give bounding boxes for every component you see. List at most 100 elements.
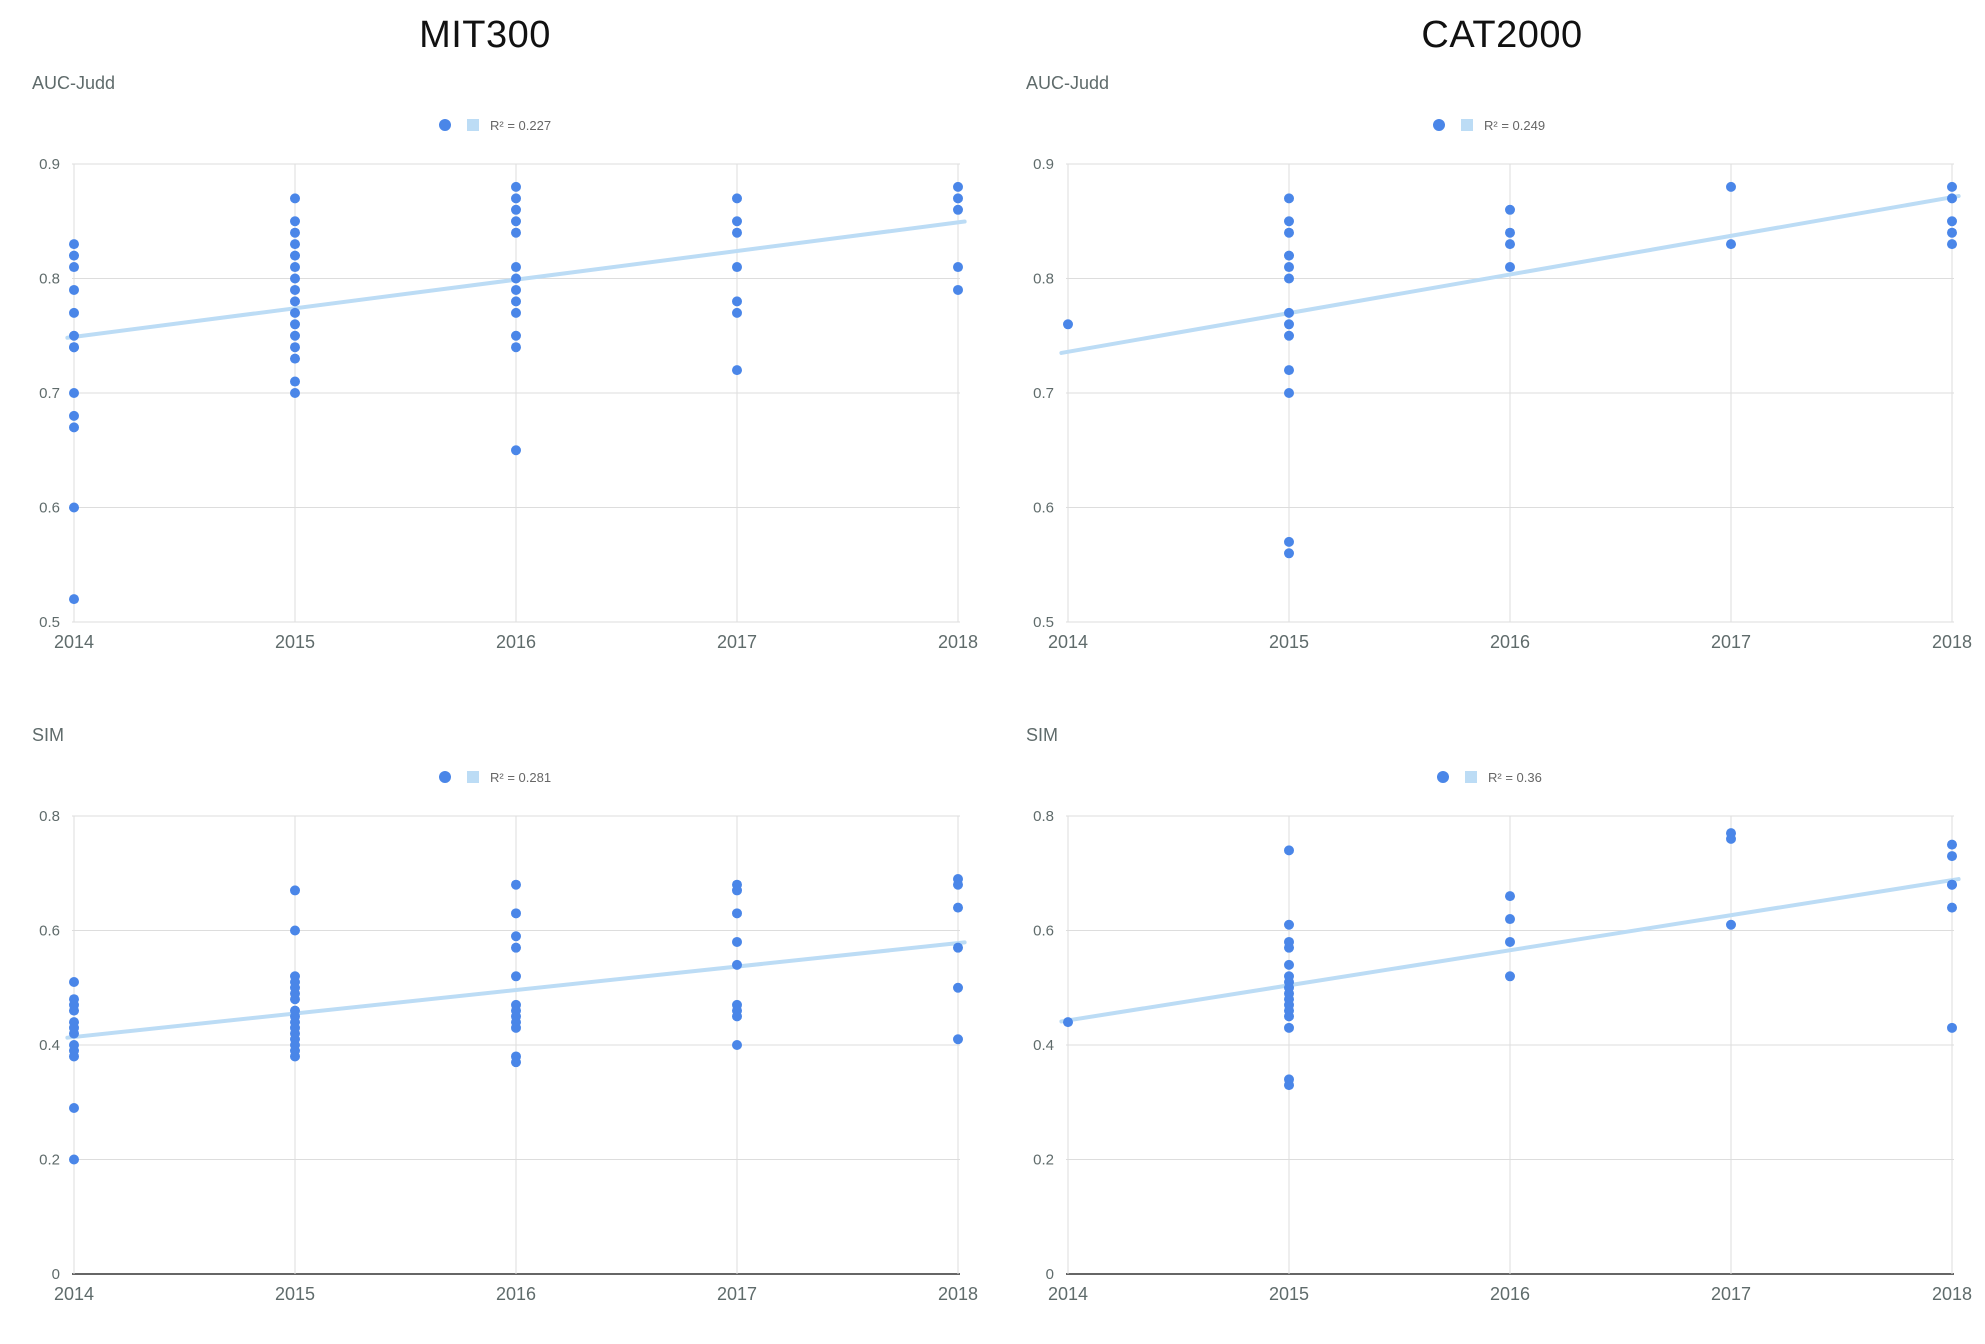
data-point bbox=[511, 1057, 521, 1068]
data-point bbox=[511, 971, 521, 982]
data-point bbox=[1505, 204, 1515, 215]
data-point bbox=[1947, 181, 1957, 192]
data-point bbox=[511, 204, 521, 215]
data-point bbox=[69, 342, 79, 353]
data-point bbox=[290, 1051, 300, 1062]
data-point bbox=[69, 239, 79, 250]
data-point bbox=[511, 879, 521, 890]
data-point bbox=[290, 885, 300, 896]
data-point bbox=[1284, 250, 1294, 261]
data-point bbox=[1284, 216, 1294, 227]
data-point bbox=[953, 879, 963, 890]
data-point bbox=[1505, 239, 1515, 250]
data-point bbox=[1505, 971, 1515, 982]
data-point bbox=[1063, 1017, 1073, 1028]
x-tick-label: 2015 bbox=[275, 1284, 315, 1304]
data-point bbox=[1726, 181, 1736, 192]
data-point bbox=[1284, 959, 1294, 970]
data-point bbox=[1505, 891, 1515, 902]
x-tick-label: 2017 bbox=[1711, 632, 1751, 652]
y-tick-label: 0.4 bbox=[39, 1037, 60, 1054]
y-tick-label: 0.7 bbox=[1033, 385, 1054, 402]
data-point bbox=[511, 216, 521, 227]
y-tick-label: 0 bbox=[1046, 1266, 1054, 1283]
data-point bbox=[1284, 307, 1294, 318]
data-point bbox=[511, 273, 521, 284]
y-tick-label: 0.5 bbox=[39, 614, 60, 631]
ylabel-mit300-auc: AUC-Judd bbox=[32, 73, 115, 93]
data-point bbox=[511, 330, 521, 341]
trendline bbox=[1059, 194, 1961, 355]
data-point bbox=[732, 227, 742, 238]
x-tick-label: 2015 bbox=[1269, 632, 1309, 652]
data-point bbox=[69, 1154, 79, 1165]
legend-line-icon bbox=[1461, 119, 1473, 131]
data-point bbox=[953, 942, 963, 953]
x-tick-label: 2016 bbox=[1490, 632, 1530, 652]
data-point bbox=[290, 994, 300, 1005]
data-point bbox=[69, 388, 79, 398]
data-point bbox=[69, 1028, 79, 1039]
data-point bbox=[732, 908, 742, 919]
data-point bbox=[290, 342, 300, 353]
title-mit300: MIT300 bbox=[419, 14, 551, 56]
data-point bbox=[511, 908, 521, 919]
data-point bbox=[290, 319, 300, 330]
data-point bbox=[1284, 942, 1294, 953]
data-point bbox=[732, 936, 742, 947]
data-point bbox=[1284, 845, 1294, 856]
x-tick-label: 2015 bbox=[275, 632, 315, 652]
data-point bbox=[69, 284, 79, 295]
data-point bbox=[511, 296, 521, 307]
panel-cat2000-auc: AUC-Judd R² = 0.249 0.5 0.6 0.7 0.8 0.9 2014 2… bbox=[1026, 73, 1972, 652]
ylabel-cat2000-auc: AUC-Judd bbox=[1026, 73, 1109, 93]
trendline bbox=[65, 940, 967, 1040]
data-point bbox=[1284, 548, 1294, 559]
data-point bbox=[732, 296, 742, 307]
data-point bbox=[1284, 365, 1294, 376]
data-point bbox=[1947, 239, 1957, 250]
data-point bbox=[953, 262, 963, 273]
data-point bbox=[511, 1022, 521, 1033]
data-point bbox=[953, 1034, 963, 1045]
data-point bbox=[732, 1040, 742, 1050]
panel-mit300-auc: AUC-Judd R² = 0.227 0.5 0.6 0.7 0.8 0.9 2014 2… bbox=[32, 73, 978, 652]
data-point bbox=[511, 181, 521, 192]
x-tick-label: 2014 bbox=[54, 1284, 94, 1304]
data-point bbox=[732, 885, 742, 896]
data-point bbox=[1505, 914, 1515, 925]
data-point bbox=[290, 262, 300, 273]
data-point bbox=[1947, 851, 1957, 862]
data-point bbox=[1947, 879, 1957, 890]
data-point bbox=[1284, 1022, 1294, 1033]
y-tick-label: 0.8 bbox=[1033, 808, 1054, 825]
data-point bbox=[953, 284, 963, 295]
data-point bbox=[69, 250, 79, 261]
data-point bbox=[1284, 1080, 1294, 1091]
x-tick-label: 2016 bbox=[496, 1284, 536, 1304]
y-tick-label: 0 bbox=[52, 1266, 60, 1283]
data-point bbox=[511, 307, 521, 318]
y-tick-label: 0.6 bbox=[39, 923, 60, 940]
data-point bbox=[290, 388, 300, 398]
data-point bbox=[69, 977, 79, 988]
data-point bbox=[290, 284, 300, 295]
x-tick-label: 2016 bbox=[1490, 1284, 1530, 1304]
data-point bbox=[953, 902, 963, 913]
data-point bbox=[69, 410, 79, 421]
legend-point-icon bbox=[439, 119, 451, 131]
data-point bbox=[953, 181, 963, 192]
legend-line-icon bbox=[1465, 771, 1477, 783]
y-tick-label: 0.9 bbox=[39, 156, 60, 173]
data-point bbox=[511, 942, 521, 953]
data-point bbox=[290, 227, 300, 238]
data-point bbox=[290, 273, 300, 284]
data-point bbox=[69, 502, 79, 513]
panel-cat2000-sim: SIM R² = 0.36 0 0.2 0.4 0.6 0.8 2014 2015 2016 2… bbox=[1026, 725, 1972, 1304]
y-tick-label: 0.6 bbox=[39, 500, 60, 517]
data-point bbox=[290, 239, 300, 250]
y-tick-label: 0.6 bbox=[1033, 923, 1054, 940]
data-point bbox=[1947, 1022, 1957, 1033]
data-point bbox=[1505, 262, 1515, 273]
data-point bbox=[732, 959, 742, 970]
